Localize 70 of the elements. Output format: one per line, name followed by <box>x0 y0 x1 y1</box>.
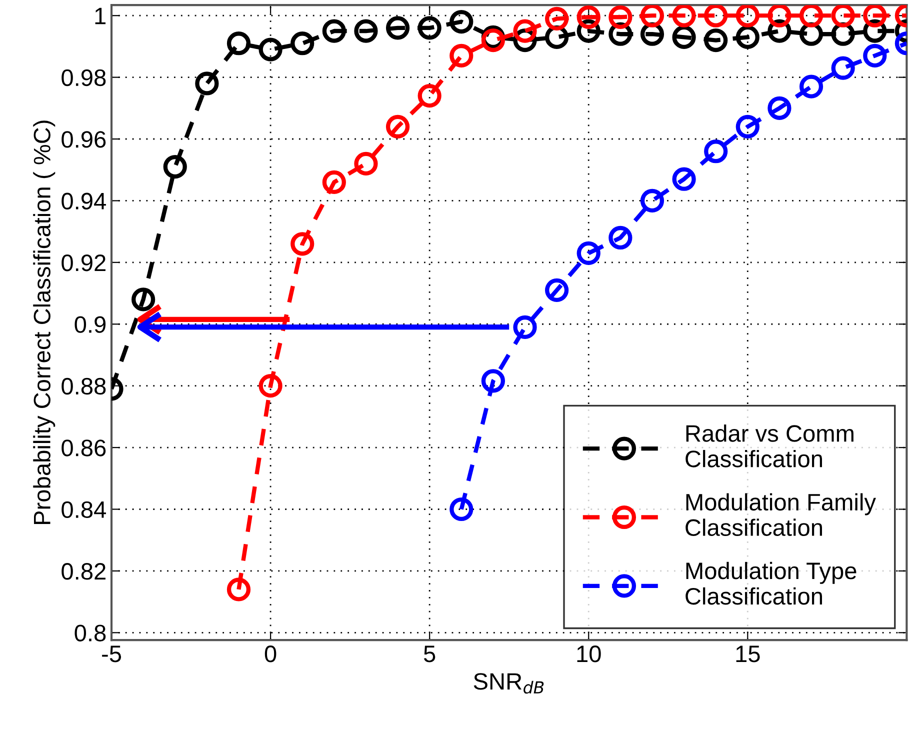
y-tick-label: 0.86 <box>62 440 106 456</box>
point <box>640 188 664 213</box>
point <box>736 25 760 49</box>
point <box>831 5 855 28</box>
point <box>799 74 824 98</box>
point <box>354 19 378 43</box>
y-tick-label: 0.88 <box>62 378 106 395</box>
point <box>418 84 442 108</box>
point <box>226 32 251 56</box>
point <box>450 10 474 34</box>
point <box>481 28 505 52</box>
x-axis-title: SNR$_{dB}$ <box>474 673 544 694</box>
point <box>418 16 442 40</box>
point <box>226 578 251 602</box>
point <box>322 19 346 43</box>
point <box>704 140 728 164</box>
x-tick-label: 5 <box>424 646 436 662</box>
point <box>768 5 792 28</box>
y-axis-title: Probability Correct Classification ( %C) <box>33 120 56 524</box>
point <box>195 72 219 96</box>
legend-label: Radar vs Comm Classification <box>686 424 854 468</box>
y-tick-label: 1 <box>95 8 106 24</box>
point <box>258 374 282 398</box>
point <box>640 5 664 28</box>
legend-label: Modulation Family Classification <box>686 493 876 536</box>
point <box>450 44 474 68</box>
point <box>576 5 600 29</box>
point <box>576 241 600 265</box>
y-tick-label: 0.9 <box>74 316 106 333</box>
y-tick-label: 0.92 <box>62 254 106 272</box>
point <box>354 152 378 176</box>
y-tick-label: 0.98 <box>62 69 106 86</box>
point <box>608 5 632 29</box>
x-tick-label: 10 <box>577 646 601 662</box>
point <box>799 5 824 28</box>
point <box>768 96 792 120</box>
point <box>831 56 855 80</box>
point <box>322 170 346 194</box>
point <box>863 44 887 68</box>
point <box>290 232 314 256</box>
point <box>163 154 187 179</box>
point <box>386 16 410 40</box>
point <box>545 278 569 302</box>
point <box>513 315 537 340</box>
point <box>258 38 282 62</box>
point <box>672 25 696 49</box>
point <box>290 32 314 56</box>
x-tick-label: -5 <box>102 646 122 662</box>
legend-label: Modulation Type Classification <box>686 562 856 605</box>
point <box>608 226 632 250</box>
point <box>132 288 156 312</box>
point <box>672 167 696 191</box>
point <box>736 5 760 28</box>
y-tick-label: 0.94 <box>62 192 106 210</box>
point <box>481 369 505 393</box>
point <box>513 19 537 43</box>
point <box>450 497 474 522</box>
y-tick-label: 0.8 <box>74 624 106 642</box>
y-tick-label: 0.82 <box>62 563 106 580</box>
x-tick-label: 0 <box>264 646 276 662</box>
y-tick-label: 0.96 <box>62 131 106 148</box>
point <box>545 6 569 30</box>
point <box>736 114 760 138</box>
y-tick-label: 0.84 <box>62 501 106 518</box>
point <box>672 5 696 28</box>
point <box>704 28 728 52</box>
point <box>863 5 887 28</box>
x-tick-label: 15 <box>736 646 760 662</box>
point <box>704 5 728 28</box>
point <box>386 114 410 138</box>
